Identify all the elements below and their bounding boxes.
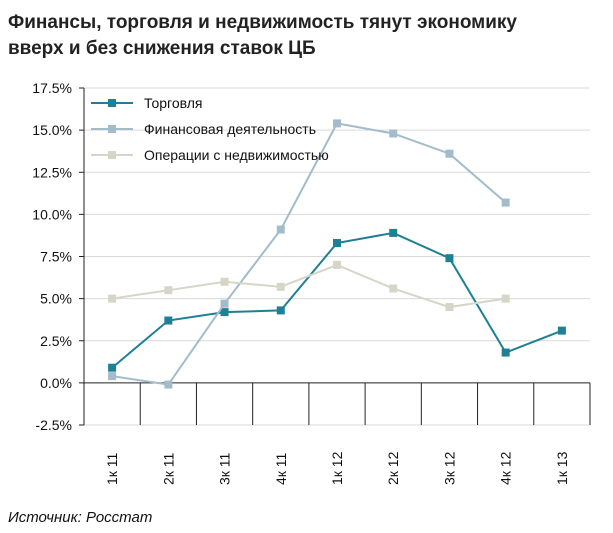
data-point [501,294,510,303]
series-line-2 [111,122,507,386]
x-tick-label: 4к 11 [273,452,289,485]
x-tick-label: 2к 12 [385,451,401,485]
y-tick-label: 10.0% [32,206,72,222]
data-point [276,225,285,234]
data-point [557,326,566,335]
x-tick-label: 1к 11 [104,452,120,485]
x-tick-label: 1к 13 [554,451,570,485]
y-tick-label: 5.0% [40,291,72,307]
legend-label: Финансовая деятельность [144,121,316,137]
data-point [220,308,229,317]
data-point [220,299,229,308]
x-tick-label: 2к 11 [160,452,176,485]
legend-marker [108,125,116,133]
data-point [220,277,229,286]
data-point [445,254,454,263]
chart-title-line-1: Финансы, торговля и недвижимость тянут э… [8,12,517,33]
data-point [164,380,173,389]
data-point [501,348,510,357]
data-point [276,282,285,291]
data-point [108,372,117,381]
y-tick-label: 2.5% [40,333,72,349]
x-tick-label: 3к 12 [441,451,457,485]
series-line-3 [111,263,506,309]
data-point [164,286,173,295]
x-tick-label: 1к 12 [329,451,345,485]
y-tick-label: 7.5% [40,249,72,265]
legend-label: Операции с недвижимостью [144,147,329,163]
data-point [333,260,341,269]
data-point [276,306,285,315]
y-tick-label: 17.5% [32,80,72,96]
legend-marker [108,99,116,107]
y-tick-label: 12.5% [32,164,72,180]
chart-title: Финансы, торговля и недвижимость тянут э… [8,10,608,62]
legend-label: Торговля [144,95,202,111]
data-point [164,316,173,325]
data-point [389,228,398,237]
data-point [501,198,510,207]
data-point [389,284,398,293]
x-tick-label: 4к 12 [498,451,514,485]
data-point [445,303,454,312]
source-note: Источник: Росстат [8,509,153,526]
data-point [108,294,117,303]
data-point [333,119,341,128]
y-tick-label: 15.0% [32,122,72,138]
legend-marker [108,151,116,159]
y-tick-label: 0.0% [40,375,72,391]
chart-title-line-2: вверх и без снижения ставок ЦБ [8,38,316,59]
data-point [333,239,341,248]
y-tick-label: -2.5% [35,417,72,433]
data-point [108,363,117,372]
x-tick-label: 3к 11 [217,452,233,485]
data-point [445,149,454,158]
data-point [389,129,398,138]
